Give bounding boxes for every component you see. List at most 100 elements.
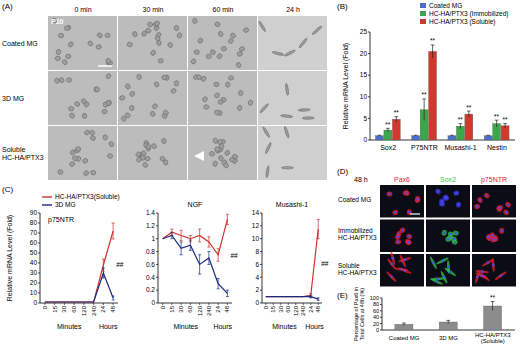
significance: ** [385, 121, 391, 128]
cell [237, 51, 243, 56]
cell [206, 54, 212, 59]
error-bar [227, 290, 228, 296]
legend-line [42, 196, 52, 197]
y-axis-label: Percentage of Pax6 inTotal Cells at 48h … [353, 287, 366, 341]
x-tick-label: 120 [293, 305, 299, 316]
panel-label: (B) [337, 2, 348, 11]
x-tick [54, 303, 55, 305]
cell [103, 135, 108, 141]
legend-label: HC-HA/PTX3(Soluble) [55, 193, 120, 201]
nucleus [447, 266, 450, 269]
error-cap [402, 322, 406, 323]
nucleus [403, 258, 406, 261]
cell [209, 151, 215, 157]
cell [66, 78, 71, 82]
error-cap [102, 259, 105, 260]
y-tick-label: 10 [30, 289, 38, 296]
cell [474, 270, 480, 284]
bar [484, 136, 492, 140]
cell [170, 88, 177, 94]
cell [167, 42, 174, 49]
cell [204, 105, 209, 110]
error-cap [180, 254, 183, 255]
cell [285, 83, 289, 95]
y-tick-label: 60 [373, 308, 379, 314]
nucleus [480, 274, 483, 277]
cell [259, 103, 269, 114]
error-cap [189, 250, 192, 251]
y-tick [38, 243, 40, 244]
nucleus [416, 198, 419, 201]
cell [154, 35, 161, 42]
x-tick [310, 303, 311, 305]
error-bar [171, 232, 172, 238]
cell [145, 143, 152, 150]
error-bar [181, 242, 182, 255]
micrograph [380, 254, 424, 287]
error-cap [414, 135, 418, 136]
x-tick-label: 48 [110, 305, 116, 312]
error-bar [218, 248, 219, 261]
cell [415, 196, 420, 202]
nucleus [487, 236, 490, 239]
nucleus [396, 235, 399, 238]
text-line: HC-HA/PTX3 [2, 154, 44, 161]
figure: (A)0 min30 min60 min24 hCoated MG3D MGSo… [0, 0, 520, 355]
x-tick-label: 30 [61, 305, 67, 312]
error-cap [198, 254, 201, 255]
error-cap [170, 229, 173, 230]
y-tick [260, 290, 262, 291]
cell [190, 58, 196, 65]
column-header: 60 min [212, 6, 233, 13]
cell [56, 49, 62, 55]
micrograph [426, 254, 470, 287]
y-tick [38, 263, 40, 264]
y-tick-label: 70 [30, 229, 38, 236]
y-tick [380, 323, 382, 324]
error-bar [492, 302, 493, 311]
column-header: 30 min [142, 6, 163, 13]
nucleus [437, 190, 440, 193]
nucleus [388, 193, 391, 196]
line [266, 297, 319, 300]
cell [281, 114, 293, 118]
nucleus [447, 238, 450, 241]
error-bar [113, 296, 114, 300]
micrograph [258, 126, 327, 180]
y-tick [368, 96, 370, 97]
x-tick-label: HC-HA/PTX3(Soluble) [475, 332, 511, 345]
error-bar [199, 255, 200, 274]
y-tick [156, 277, 158, 278]
y-tick [260, 225, 262, 226]
cell [105, 58, 111, 65]
significance: ** [458, 116, 464, 123]
cell [258, 21, 266, 33]
significance: ** [466, 104, 472, 111]
cell [214, 21, 220, 27]
cell [217, 139, 224, 146]
error-cap [217, 278, 220, 279]
cell [163, 160, 168, 165]
cell [192, 18, 197, 24]
y-tick [380, 317, 382, 318]
error-cap [198, 274, 201, 275]
cell [83, 170, 90, 177]
bar [429, 51, 437, 140]
y-tick [368, 75, 370, 76]
cell [483, 192, 491, 200]
y-axis [370, 32, 371, 140]
cell [386, 271, 398, 283]
cell [90, 170, 96, 175]
cell [94, 86, 101, 93]
cell [438, 197, 446, 205]
cell [312, 25, 323, 35]
y-tick-label: 4 [255, 274, 259, 281]
error-cap [309, 295, 312, 296]
y-tick-label: 0 [151, 299, 155, 306]
y-tick [260, 303, 262, 304]
text-line: Nestin [487, 144, 507, 151]
cell [431, 277, 445, 281]
text-line: Sox2 [380, 144, 396, 151]
plot-area [163, 214, 229, 296]
nucleus [492, 264, 495, 267]
